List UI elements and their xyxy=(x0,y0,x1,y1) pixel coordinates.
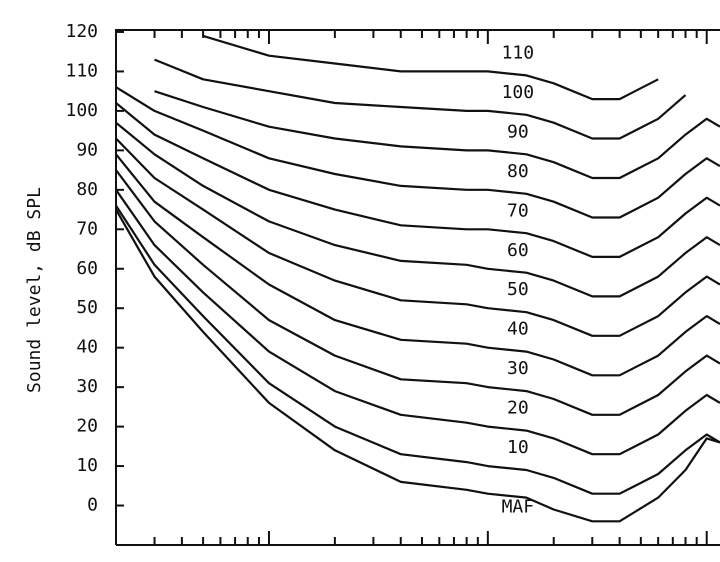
curve-label: 90 xyxy=(507,121,529,142)
curve-label: 100 xyxy=(502,82,535,103)
y-tick-label: 80 xyxy=(76,179,98,200)
y-tick-label: 10 xyxy=(76,455,98,476)
curves xyxy=(116,34,720,523)
curve-label: 110 xyxy=(502,42,535,63)
curve xyxy=(202,34,659,101)
curve xyxy=(116,121,720,298)
y-axis-label: Sound level, dB SPL xyxy=(24,187,45,393)
curve-label: 10 xyxy=(507,437,529,458)
curve xyxy=(116,209,720,523)
curve xyxy=(116,189,720,456)
y-tick-label: 90 xyxy=(76,139,98,160)
curve-label: 20 xyxy=(507,398,529,419)
curve-label: 70 xyxy=(507,200,529,221)
plot-frame xyxy=(115,29,720,546)
y-tick-label: 100 xyxy=(65,100,98,121)
curve xyxy=(116,102,720,258)
y-tick-label: 30 xyxy=(76,376,98,397)
curve xyxy=(116,86,720,219)
y-tick-label: 20 xyxy=(76,416,98,437)
curve-label: 50 xyxy=(507,279,529,300)
curve xyxy=(116,205,720,495)
curve-label: 40 xyxy=(507,319,529,340)
y-tick-label: 50 xyxy=(76,297,98,318)
y-tick-label: 70 xyxy=(76,218,98,239)
curve xyxy=(116,137,720,337)
y-tick-label: 40 xyxy=(76,337,98,358)
curve-label: 60 xyxy=(507,240,529,261)
y-tick-label: 110 xyxy=(65,60,98,81)
y-tick-label: 120 xyxy=(65,21,98,42)
y-tick-label: 0 xyxy=(87,495,98,516)
curve xyxy=(116,153,720,377)
curve xyxy=(154,90,720,180)
curve-label: MAF xyxy=(502,497,535,518)
curve xyxy=(116,169,720,416)
y-tick-label: 60 xyxy=(76,258,98,279)
curve-label: 80 xyxy=(507,161,529,182)
curve-label: 30 xyxy=(507,358,529,379)
curve xyxy=(154,58,687,140)
